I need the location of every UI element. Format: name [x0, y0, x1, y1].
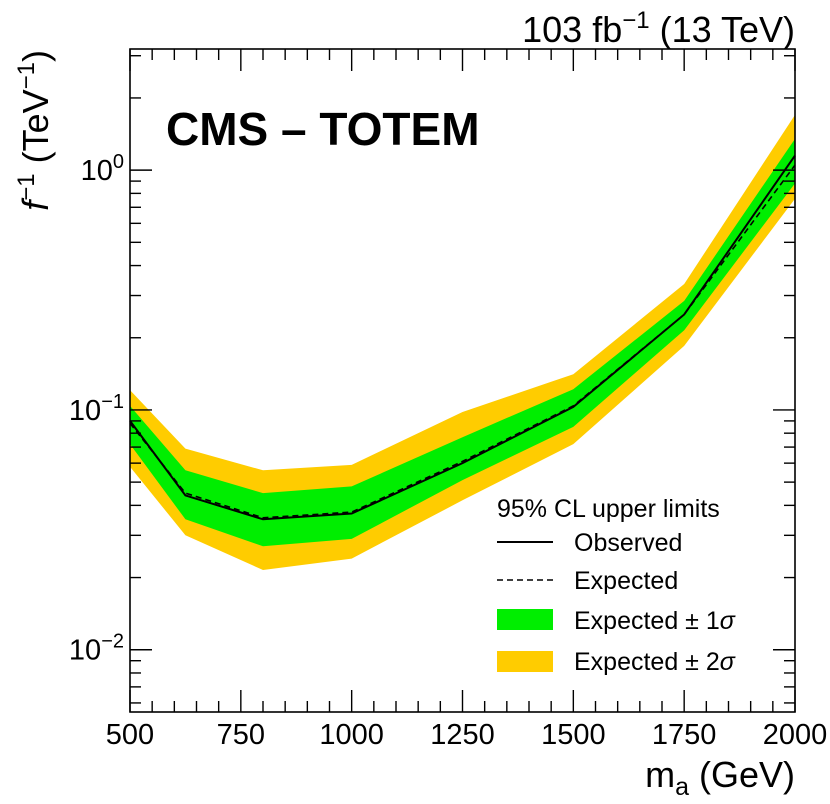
legend: 95% CL upper limits Observed Expected Ex…	[497, 495, 736, 676]
legend-1sigma-label: Expected ± 1σ	[574, 607, 736, 635]
x-tick-label: 1250	[430, 719, 495, 751]
observed-line	[129, 155, 796, 521]
x-tick-label: 2000	[763, 719, 828, 751]
legend-expected-label: Expected	[574, 567, 678, 595]
luminosity-label: 103 fb−1 (13 TeV)	[522, 7, 795, 50]
x-tick-label: 1500	[541, 719, 606, 751]
plot-area	[129, 114, 796, 571]
y-tick-labels: 10−2 10−1 100	[69, 151, 124, 667]
y-axis-title: f−1 (TeV−1)	[13, 50, 56, 211]
legend-1sigma-swatch	[497, 609, 553, 630]
legend-title: 95% CL upper limits	[497, 495, 720, 523]
y-tick-label: 10−2	[69, 631, 124, 667]
experiment-label: CMS – TOTEM	[166, 103, 480, 155]
x-tick-label: 1000	[319, 719, 384, 751]
legend-observed-label: Observed	[574, 529, 682, 557]
x-tick-label: 750	[217, 719, 265, 751]
x-tick-label: 1750	[652, 719, 717, 751]
x-axis-title: ma (GeV)	[645, 754, 795, 801]
legend-2sigma-label: Expected ± 2σ	[574, 648, 736, 676]
y-tick-label: 10−1	[69, 391, 124, 427]
expected-1sigma-band	[130, 138, 795, 547]
x-tick-labels: 500 750 1000 1250 1500 1750 2000	[106, 719, 827, 751]
y-tick-label: 100	[81, 151, 124, 187]
legend-2sigma-swatch	[497, 651, 553, 672]
x-tick-label: 500	[106, 719, 154, 751]
axis-ticks	[129, 49, 796, 712]
